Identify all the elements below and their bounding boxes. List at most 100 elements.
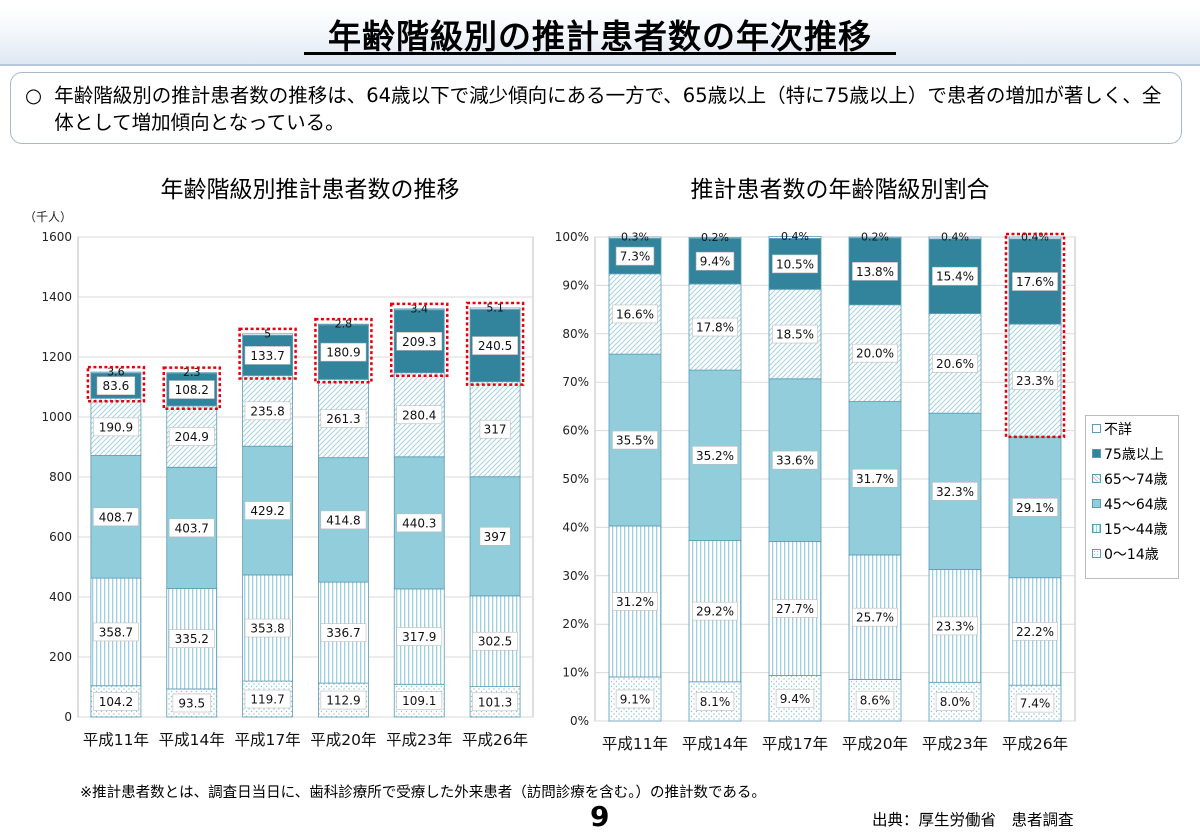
x-tick-label: 平成17年 — [234, 731, 300, 749]
data-label: 408.7 — [99, 510, 133, 524]
data-label: 5 — [264, 327, 271, 340]
data-label: 108.2 — [175, 383, 209, 397]
bar-segment-unknown — [768, 236, 822, 239]
data-label-box — [472, 336, 518, 355]
data-label: 109.1 — [402, 694, 436, 708]
data-label-box — [93, 507, 139, 527]
data-label: 104.2 — [99, 695, 133, 709]
bar-segment-unknown — [166, 372, 218, 374]
highlight-box — [162, 366, 221, 411]
data-label: 93.5 — [178, 696, 205, 710]
bar-segment-unknown — [848, 236, 902, 239]
data-label-box — [244, 689, 291, 709]
data-label-box — [852, 468, 898, 488]
data-label-box — [772, 599, 818, 618]
y-tick-label: 20% — [562, 617, 589, 631]
data-label-box — [1012, 272, 1058, 291]
data-label-box — [396, 513, 443, 533]
x-tick-label: 平成23年 — [922, 735, 988, 753]
data-label-box — [852, 607, 898, 627]
data-label: 31.7% — [856, 472, 894, 486]
x-tick-label: 平成26年 — [1002, 735, 1068, 753]
data-label: 3.4 — [411, 302, 429, 315]
page-title: 年齢階級別の推計患者数の年次推移 — [328, 17, 872, 56]
data-label-box — [168, 518, 215, 538]
legend-label: 0～14歳 — [1104, 546, 1159, 563]
data-label: 101.3 — [478, 695, 512, 709]
source-note: 出典：厚生労働省 患者調査 — [872, 811, 1074, 829]
legend-label: 不詳 — [1104, 421, 1132, 438]
data-label: 235.8 — [250, 404, 284, 418]
data-label: 353.8 — [250, 622, 284, 636]
data-label-box — [479, 527, 511, 546]
data-label-box — [935, 692, 975, 711]
unit-label: （千人） — [24, 210, 72, 224]
data-label: 397 — [484, 530, 507, 544]
x-tick-label: 平成26年 — [462, 731, 528, 749]
x-tick-label: 平成11年 — [602, 735, 668, 753]
legend-item: 45～64歳 — [1086, 491, 1178, 516]
data-label: 7.4% — [1020, 697, 1051, 711]
data-label: 133.7 — [250, 349, 284, 363]
data-label-box — [852, 262, 898, 281]
data-label-box — [96, 376, 136, 396]
data-label: 9.4% — [700, 255, 731, 269]
data-label: 15.4% — [936, 270, 974, 284]
legend-item: 65～74歳 — [1086, 466, 1178, 491]
bar-segment-unknown — [242, 333, 293, 336]
data-label-box — [612, 592, 658, 611]
highlight-box — [314, 317, 373, 384]
y-tick-label: 1000 — [41, 410, 72, 424]
legend-swatch — [1092, 449, 1101, 458]
summary-text: ○ 年齢階級別の推計患者数の推移は、64歳以下で減少傾向にある一方で、65歳以上（… — [25, 82, 1175, 136]
bar-segment-unknown — [928, 236, 982, 240]
summary-box: ○ 年齢階級別の推計患者数の推移は、64歳以下で減少傾向にある一方で、65歳以上（… — [10, 72, 1182, 144]
legend-label: 75歳以上 — [1104, 446, 1164, 463]
legend-label: 15～44歳 — [1104, 521, 1168, 538]
data-label: 261.3 — [326, 412, 360, 426]
data-label-box — [692, 445, 738, 465]
data-label-box — [172, 693, 211, 713]
data-label-box — [396, 691, 443, 710]
data-label: 22.2% — [1016, 625, 1054, 639]
data-label: 27.7% — [776, 602, 814, 616]
data-label-box — [615, 246, 655, 266]
data-label: 0.3% — [621, 231, 649, 244]
data-label-box — [695, 251, 735, 271]
data-label-box — [93, 622, 139, 642]
data-label-box — [1015, 693, 1055, 713]
data-label: 204.9 — [175, 430, 209, 444]
data-label-box — [612, 304, 658, 324]
data-label: 8.0% — [940, 695, 971, 709]
data-label-box — [244, 618, 291, 638]
data-label-box — [396, 405, 443, 425]
title-underline — [304, 52, 896, 55]
y-tick-label: 80% — [562, 327, 589, 341]
data-label: 0.4% — [941, 231, 969, 244]
bar-segment-unknown — [393, 308, 445, 311]
data-label: 23.3% — [936, 619, 974, 633]
highlight-box — [465, 301, 525, 386]
y-tick-label: 30% — [562, 569, 589, 583]
data-label-box — [168, 629, 215, 648]
bar-segment-unknown — [318, 323, 369, 326]
data-label-box — [772, 254, 818, 274]
data-label-box — [244, 346, 291, 365]
data-label: 335.2 — [175, 632, 209, 646]
page-number: 9 — [590, 800, 610, 833]
x-tick-label: 平成17年 — [762, 735, 828, 753]
y-tick-label: 800 — [49, 470, 72, 484]
data-label: 302.5 — [478, 635, 512, 649]
legend-item: 不詳 — [1086, 416, 1178, 441]
x-tick-label: 平成14年 — [159, 731, 225, 749]
y-tick-label: 50% — [562, 472, 589, 486]
data-label: 2.8 — [335, 318, 353, 331]
data-label: 440.3 — [402, 516, 436, 530]
data-label: 18.5% — [776, 328, 814, 342]
legend-label: 45～64歳 — [1104, 496, 1168, 513]
data-label-box — [244, 501, 291, 520]
data-label-box — [855, 690, 895, 710]
data-label: 317 — [484, 423, 507, 437]
data-label-box — [772, 450, 818, 470]
